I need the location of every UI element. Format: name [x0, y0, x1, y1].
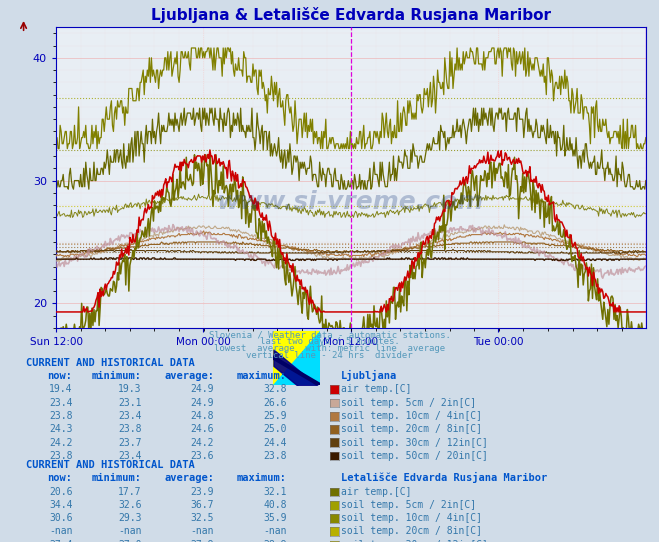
Text: Slovenia / Weather data - automatic stations.: Slovenia / Weather data - automatic stat… — [208, 330, 451, 339]
Text: 23.1: 23.1 — [118, 398, 142, 408]
Text: 19.4: 19.4 — [49, 384, 72, 395]
Text: air temp.[C]: air temp.[C] — [341, 384, 412, 395]
Text: soil temp. 20cm / 8in[C]: soil temp. 20cm / 8in[C] — [341, 424, 482, 434]
Text: average:: average: — [164, 473, 214, 483]
Text: 23.6: 23.6 — [190, 451, 214, 461]
Text: 24.9: 24.9 — [190, 384, 214, 395]
Text: last two days / 5 minutes.: last two days / 5 minutes. — [260, 337, 399, 346]
Text: 23.8: 23.8 — [263, 451, 287, 461]
Text: 34.4: 34.4 — [49, 500, 72, 510]
Text: now:: now: — [47, 371, 72, 381]
Text: 27.9: 27.9 — [190, 540, 214, 542]
Text: 40.8: 40.8 — [263, 500, 287, 510]
Text: 23.8: 23.8 — [49, 411, 72, 421]
Text: 25.9: 25.9 — [263, 411, 287, 421]
Text: 24.8: 24.8 — [190, 411, 214, 421]
Text: www.si-vreme.com: www.si-vreme.com — [217, 190, 484, 214]
Text: 36.7: 36.7 — [190, 500, 214, 510]
Text: soil temp. 10cm / 4in[C]: soil temp. 10cm / 4in[C] — [341, 513, 482, 523]
Text: Letališče Edvarda Rusjana Maribor: Letališče Edvarda Rusjana Maribor — [341, 472, 548, 483]
Text: 26.6: 26.6 — [263, 398, 287, 408]
Text: 20.6: 20.6 — [49, 487, 72, 496]
Text: 23.8: 23.8 — [49, 451, 72, 461]
Text: 23.9: 23.9 — [190, 487, 214, 496]
Text: average:: average: — [164, 371, 214, 381]
Text: minimum:: minimum: — [92, 473, 142, 483]
Text: now:: now: — [47, 473, 72, 483]
Text: 23.4: 23.4 — [118, 451, 142, 461]
Text: 32.1: 32.1 — [263, 487, 287, 496]
Text: maximum:: maximum: — [237, 473, 287, 483]
Text: 23.4: 23.4 — [49, 398, 72, 408]
Text: soil temp. 20cm / 8in[C]: soil temp. 20cm / 8in[C] — [341, 526, 482, 537]
Text: 23.8: 23.8 — [118, 424, 142, 434]
Text: soil temp. 50cm / 20in[C]: soil temp. 50cm / 20in[C] — [341, 451, 488, 461]
Title: Ljubljana & Letališče Edvarda Rusjana Maribor: Ljubljana & Letališče Edvarda Rusjana Ma… — [151, 7, 551, 23]
Text: 23.4: 23.4 — [118, 411, 142, 421]
Polygon shape — [273, 331, 320, 385]
Text: 27.0: 27.0 — [118, 540, 142, 542]
Polygon shape — [273, 331, 320, 385]
Text: -nan: -nan — [118, 526, 142, 537]
Text: 17.7: 17.7 — [118, 487, 142, 496]
Text: 24.2: 24.2 — [49, 437, 72, 448]
Text: CURRENT AND HISTORICAL DATA: CURRENT AND HISTORICAL DATA — [26, 358, 195, 368]
Text: 23.7: 23.7 — [118, 437, 142, 448]
Text: 27.4: 27.4 — [49, 540, 72, 542]
Text: 24.2: 24.2 — [190, 437, 214, 448]
Text: air temp.[C]: air temp.[C] — [341, 487, 412, 496]
Text: 35.9: 35.9 — [263, 513, 287, 523]
Text: soil temp. 5cm / 2in[C]: soil temp. 5cm / 2in[C] — [341, 500, 476, 510]
Text: 32.6: 32.6 — [118, 500, 142, 510]
Text: 24.6: 24.6 — [190, 424, 214, 434]
Text: -nan: -nan — [263, 526, 287, 537]
Text: CURRENT AND HISTORICAL DATA: CURRENT AND HISTORICAL DATA — [26, 460, 195, 470]
Text: 30.6: 30.6 — [49, 513, 72, 523]
Text: soil temp. 30cm / 12in[C]: soil temp. 30cm / 12in[C] — [341, 540, 488, 542]
Text: -nan: -nan — [49, 526, 72, 537]
Text: soil temp. 10cm / 4in[C]: soil temp. 10cm / 4in[C] — [341, 411, 482, 421]
Text: maximum:: maximum: — [237, 371, 287, 381]
Text: 32.8: 32.8 — [263, 384, 287, 395]
Text: 25.0: 25.0 — [263, 424, 287, 434]
Text: vertical line - 24 hrs  divider: vertical line - 24 hrs divider — [246, 351, 413, 360]
Text: 19.3: 19.3 — [118, 384, 142, 395]
Text: 24.9: 24.9 — [190, 398, 214, 408]
Text: -nan: -nan — [190, 526, 214, 537]
Text: minimum:: minimum: — [92, 371, 142, 381]
Text: 32.5: 32.5 — [190, 513, 214, 523]
Text: Ljubljana: Ljubljana — [341, 370, 397, 381]
Text: 28.9: 28.9 — [263, 540, 287, 542]
Text: lowest  average  with: metric line  average: lowest average with: metric line average — [214, 344, 445, 353]
Text: soil temp. 5cm / 2in[C]: soil temp. 5cm / 2in[C] — [341, 398, 476, 408]
Text: 29.3: 29.3 — [118, 513, 142, 523]
Text: 24.3: 24.3 — [49, 424, 72, 434]
Text: soil temp. 30cm / 12in[C]: soil temp. 30cm / 12in[C] — [341, 437, 488, 448]
Text: 24.4: 24.4 — [263, 437, 287, 448]
